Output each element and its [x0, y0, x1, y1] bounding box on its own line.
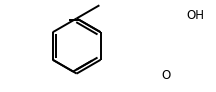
- Text: O: O: [161, 69, 170, 82]
- Text: OH: OH: [187, 9, 205, 22]
